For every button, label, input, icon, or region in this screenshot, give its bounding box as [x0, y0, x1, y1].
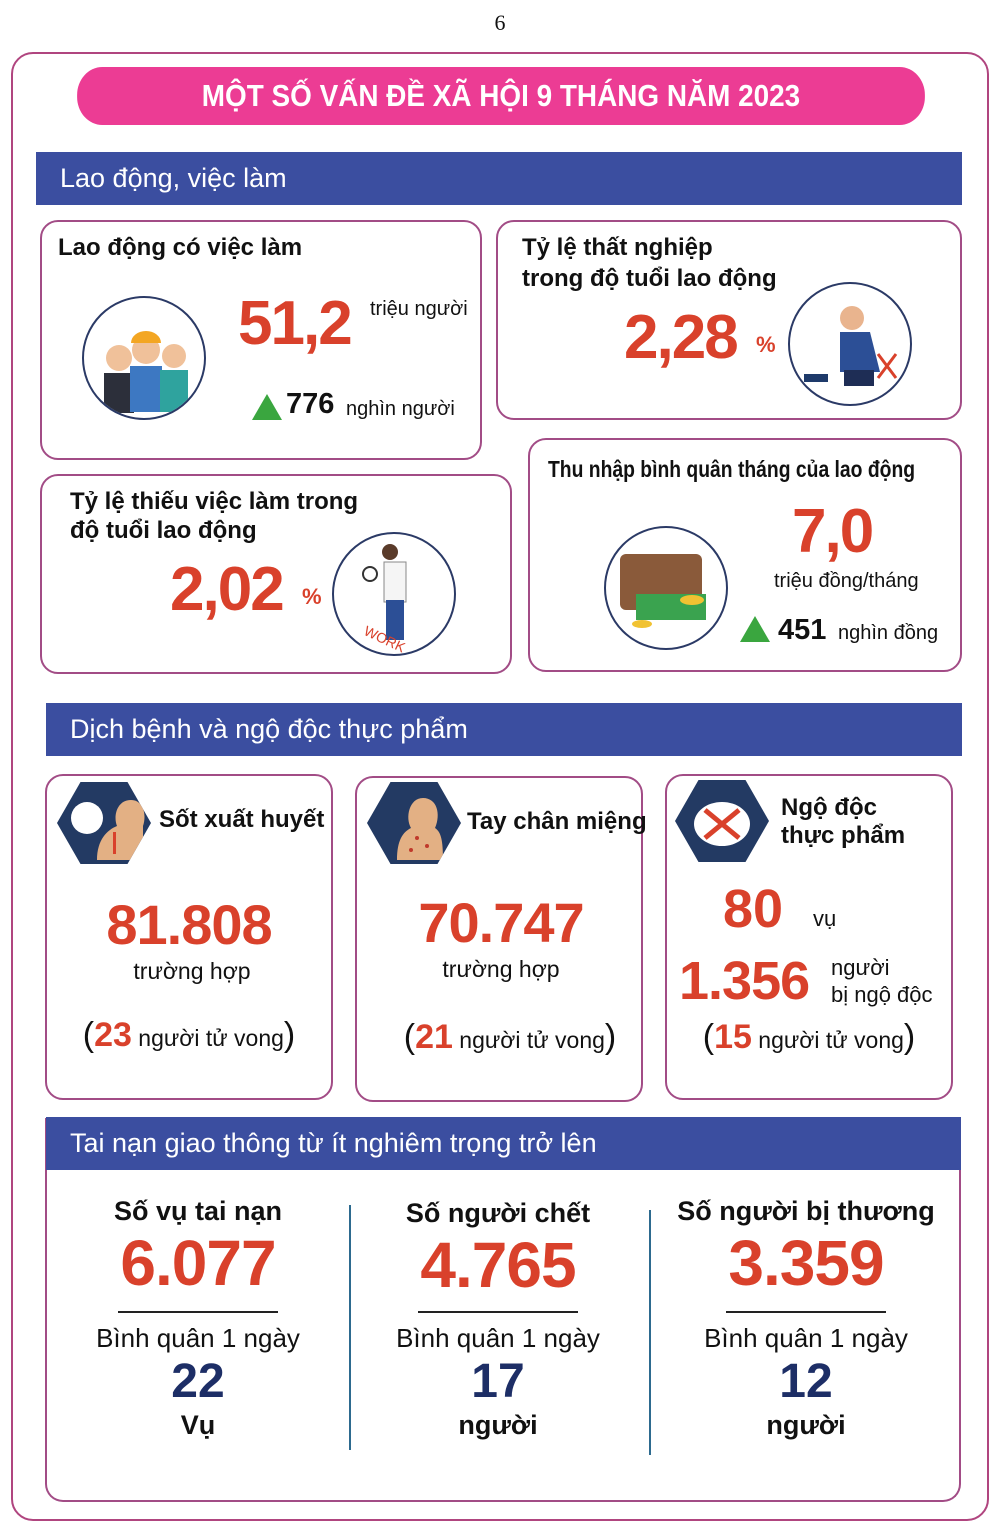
divider [649, 1210, 651, 1455]
section-title: Dịch bệnh và ngộ độc thực phẩm [70, 714, 468, 744]
card-label-line2: thực phẩm [781, 822, 906, 849]
card-label-line2: độ tuổi lao động [70, 517, 257, 544]
food-people-value: 1.356 [679, 951, 810, 1011]
col-label: Số người chết [405, 1198, 591, 1228]
divider [418, 1311, 578, 1313]
traffic-col-accidents: Số vụ tai nạn 6.077 Bình quân 1 ngày 22 … [56, 1196, 340, 1441]
up-arrow-icon [740, 616, 770, 642]
food-cases-unit: vụ [813, 906, 837, 931]
col-avg: 12 [779, 1355, 833, 1408]
card-dengue: Sốt xuất huyết 81.808 trường hợp (23 ngư… [45, 774, 333, 1100]
dengue-fever-icon [57, 782, 151, 864]
card-underemployment: Tỷ lệ thiếu việc làm trong độ tuổi lao đ… [40, 474, 512, 674]
dengue-value: 81.808 [106, 893, 272, 956]
job-search-icon: WORK [332, 532, 456, 656]
income-change: 451 [778, 614, 827, 646]
employed-unit: triệu người [370, 298, 468, 320]
income-unit: triệu đồng/tháng [774, 570, 919, 592]
col-label: Số người bị thương [677, 1196, 935, 1226]
divider [118, 1311, 278, 1313]
col-avg: 17 [471, 1355, 525, 1408]
food-cases-value: 80 [723, 879, 784, 939]
card-label-line1: Tỷ lệ thất nghiệp [522, 234, 713, 261]
food-deaths: (15 người tử vong) [702, 1018, 916, 1056]
employed-value: 51,2 [238, 289, 353, 358]
card-food-poisoning: Ngộ độc thực phẩm 80 vụ 1.356 người bị ng… [665, 774, 953, 1100]
dengue-deaths: (23 người tử vong) [82, 1016, 296, 1054]
employed-change-unit: nghìn người [346, 398, 455, 420]
wallet-money-icon [604, 526, 728, 650]
card-label-line1: Ngộ độc [781, 794, 877, 821]
workers-icon [82, 296, 206, 420]
food-poisoning-icon [675, 780, 769, 862]
hfmd-deaths: (21 người tử vong) [403, 1018, 617, 1056]
section-header-labor: Lao động, việc làm [36, 152, 962, 205]
traffic-col-deaths: Số người chết 4.765 Bình quân 1 ngày 17 … [356, 1198, 640, 1441]
col-value: 6.077 [120, 1227, 276, 1299]
col-avg-unit: Vụ [180, 1410, 216, 1440]
col-avg-label: Bình quân 1 ngày [396, 1323, 600, 1353]
underemployment-unit: % [302, 584, 322, 609]
col-avg-unit: người [458, 1410, 538, 1440]
food-people-unit: người bị ngộ độc [831, 955, 933, 1007]
card-traffic [45, 1118, 961, 1502]
hand-foot-mouth-icon [367, 782, 461, 864]
employed-change: 776 [286, 388, 335, 420]
unemployment-value: 2,28 [624, 303, 739, 372]
section-header-traffic: Tai nạn giao thông từ ít nghiêm trọng tr… [46, 1117, 961, 1170]
underemployment-value: 2,02 [170, 555, 285, 624]
card-label-line2: trong độ tuổi lao động [522, 265, 777, 292]
col-avg-label: Bình quân 1 ngày [704, 1323, 908, 1353]
section-title: Lao động, việc làm [60, 163, 287, 193]
col-value: 3.359 [728, 1227, 884, 1299]
traffic-col-injured: Số người bị thương 3.359 Bình quân 1 ngà… [656, 1196, 956, 1441]
unemployed-man-icon [788, 282, 912, 406]
up-arrow-icon [252, 394, 282, 420]
card-employed: Lao động có việc làm 51,2 triệu người 77… [40, 220, 482, 460]
divider [726, 1311, 886, 1313]
card-label: Lao động có việc làm [58, 234, 303, 261]
income-value: 7,0 [792, 497, 874, 566]
col-label: Số vụ tai nạn [113, 1196, 283, 1226]
card-hfmd: Tay chân miệng 70.747 trường hợp (21 ngư… [355, 776, 647, 1102]
card-income: Thu nhập bình quân tháng của lao động 7,… [528, 438, 962, 672]
col-value: 4.765 [420, 1229, 576, 1301]
hfmd-unit: trường hợp [442, 956, 560, 982]
card-label: Tay chân miệng [467, 808, 647, 835]
card-label: Thu nhập bình quân tháng của lao động [548, 456, 916, 482]
section-title: Tai nạn giao thông từ ít nghiêm trọng tr… [70, 1128, 597, 1158]
col-avg-unit: người [766, 1410, 846, 1440]
unemployment-unit: % [756, 332, 776, 357]
divider [349, 1205, 351, 1450]
page-title: MỘT SỐ VẤN ĐỀ XÃ HỘI 9 THÁNG NĂM 2023 [77, 67, 925, 125]
card-label-line1: Tỷ lệ thiếu việc làm trong [70, 488, 359, 515]
infographic-frame [11, 52, 989, 1521]
card-label: Sốt xuất huyết [159, 806, 325, 833]
section-header-disease: Dịch bệnh và ngộ độc thực phẩm [46, 703, 962, 756]
card-unemployment: Tỷ lệ thất nghiệp trong độ tuổi lao động… [496, 220, 962, 420]
col-avg-label: Bình quân 1 ngày [96, 1323, 300, 1353]
hfmd-value: 70.747 [418, 891, 584, 954]
income-change-unit: nghìn đồng [838, 622, 939, 644]
col-avg: 22 [171, 1355, 225, 1408]
page-number: 6 [494, 10, 506, 35]
dengue-unit: trường hợp [133, 958, 251, 984]
